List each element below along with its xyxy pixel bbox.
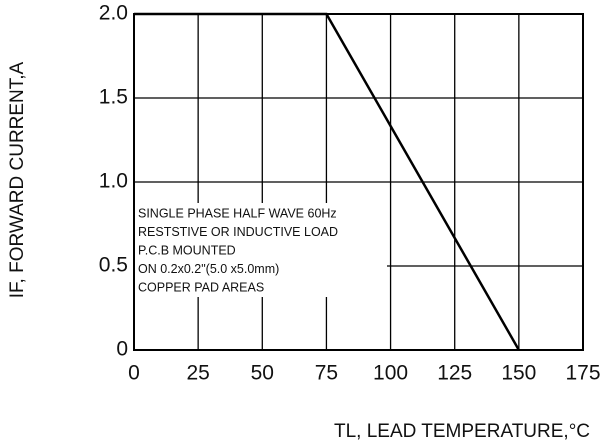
x-tick-label: 150 <box>501 362 536 385</box>
x-tick-label: 75 <box>315 362 338 385</box>
y-tick-label: 1.5 <box>99 86 128 109</box>
y-axis-label: IF, FORWARD CURRENT,A <box>7 61 28 298</box>
x-tick-label: 50 <box>251 362 274 385</box>
annotation: SINGLE PHASE HALF WAVE 60Hz <box>138 206 337 220</box>
x-tick-label: 175 <box>565 362 600 385</box>
y-tick-label: 0 <box>116 338 128 361</box>
x-axis-label: TL, LEAD TEMPERATURE,°C <box>334 421 590 442</box>
annotation: P.C.B MOUNTED <box>138 243 236 257</box>
chart: TL, LEAD TEMPERATURE,°C IF, FORWARD CURR… <box>0 0 613 445</box>
annotation: RESTSTIVE OR INDUCTIVE LOAD <box>138 225 338 239</box>
x-tick-label: 25 <box>186 362 209 385</box>
x-tick-label: 0 <box>128 362 140 385</box>
annotation: ON 0.2x0.2"(5.0 x5.0mm) <box>138 262 279 276</box>
x-tick-label: 100 <box>373 362 408 385</box>
y-tick-label: 1.0 <box>99 170 128 193</box>
y-tick-label: 2.0 <box>99 2 128 25</box>
x-tick-label: 125 <box>437 362 472 385</box>
annotation: COPPER PAD AREAS <box>138 280 264 294</box>
y-tick-label: 0.5 <box>99 254 128 277</box>
